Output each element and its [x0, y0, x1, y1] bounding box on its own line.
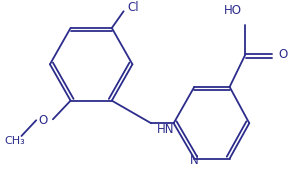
Text: N: N: [190, 154, 199, 167]
Text: HO: HO: [223, 4, 242, 17]
Text: O: O: [279, 48, 288, 61]
Text: CH₃: CH₃: [4, 136, 25, 146]
Text: HN: HN: [157, 123, 175, 136]
Text: Cl: Cl: [127, 1, 139, 14]
Text: O: O: [38, 114, 48, 127]
